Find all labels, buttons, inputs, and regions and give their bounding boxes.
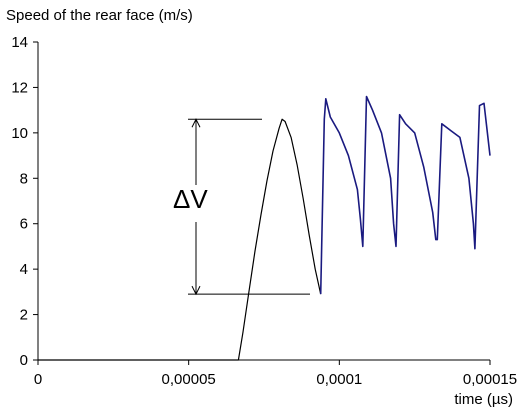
delta-v-arrowhead-top (191, 118, 201, 128)
y-tick-label: 8 (20, 170, 28, 187)
y-tick-label: 14 (11, 34, 28, 51)
x-tick-label: 0,00015 (463, 371, 517, 388)
y-tick-label: 10 (11, 125, 28, 142)
y-axis-label: Speed of the rear face (m/s) (6, 7, 193, 24)
series-line-1 (319, 95, 491, 295)
y-tick-label: 2 (20, 307, 28, 324)
y-tick-label: 12 (11, 79, 28, 96)
y-tick-label: 6 (20, 216, 28, 233)
x-tick-label: 0,00005 (162, 371, 216, 388)
delta-v-label: ΔV (173, 184, 208, 214)
delta-v-arrowhead-bottom (191, 285, 201, 296)
x-tick-label: 0 (34, 371, 42, 388)
x-axis-label: time (µs) (454, 391, 513, 408)
y-tick-label: 4 (20, 261, 28, 278)
y-tick-label: 0 (20, 352, 28, 369)
series-line-0 (38, 118, 322, 361)
x-tick-label: 0,0001 (316, 371, 362, 388)
